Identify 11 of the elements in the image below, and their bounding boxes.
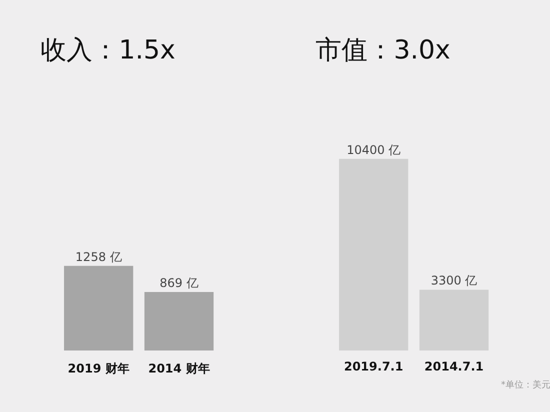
- data-label: 10400 亿: [346, 142, 401, 157]
- data-label: 869 亿: [160, 276, 198, 290]
- x-tick-label: 2014 财年: [148, 362, 210, 376]
- x-tick-label: 2019 财年: [68, 362, 130, 376]
- text: 收入：1.5x: [40, 36, 176, 66]
- x-tick-label: 2019.7.1: [344, 360, 404, 374]
- text: 市值：3.0x: [316, 36, 450, 66]
- text: *单位：美元: [501, 380, 550, 390]
- data-label: 3300 亿: [430, 274, 478, 288]
- data-label: 1258 亿: [75, 250, 122, 264]
- x-tick-label: 2014.7.1: [424, 360, 484, 374]
